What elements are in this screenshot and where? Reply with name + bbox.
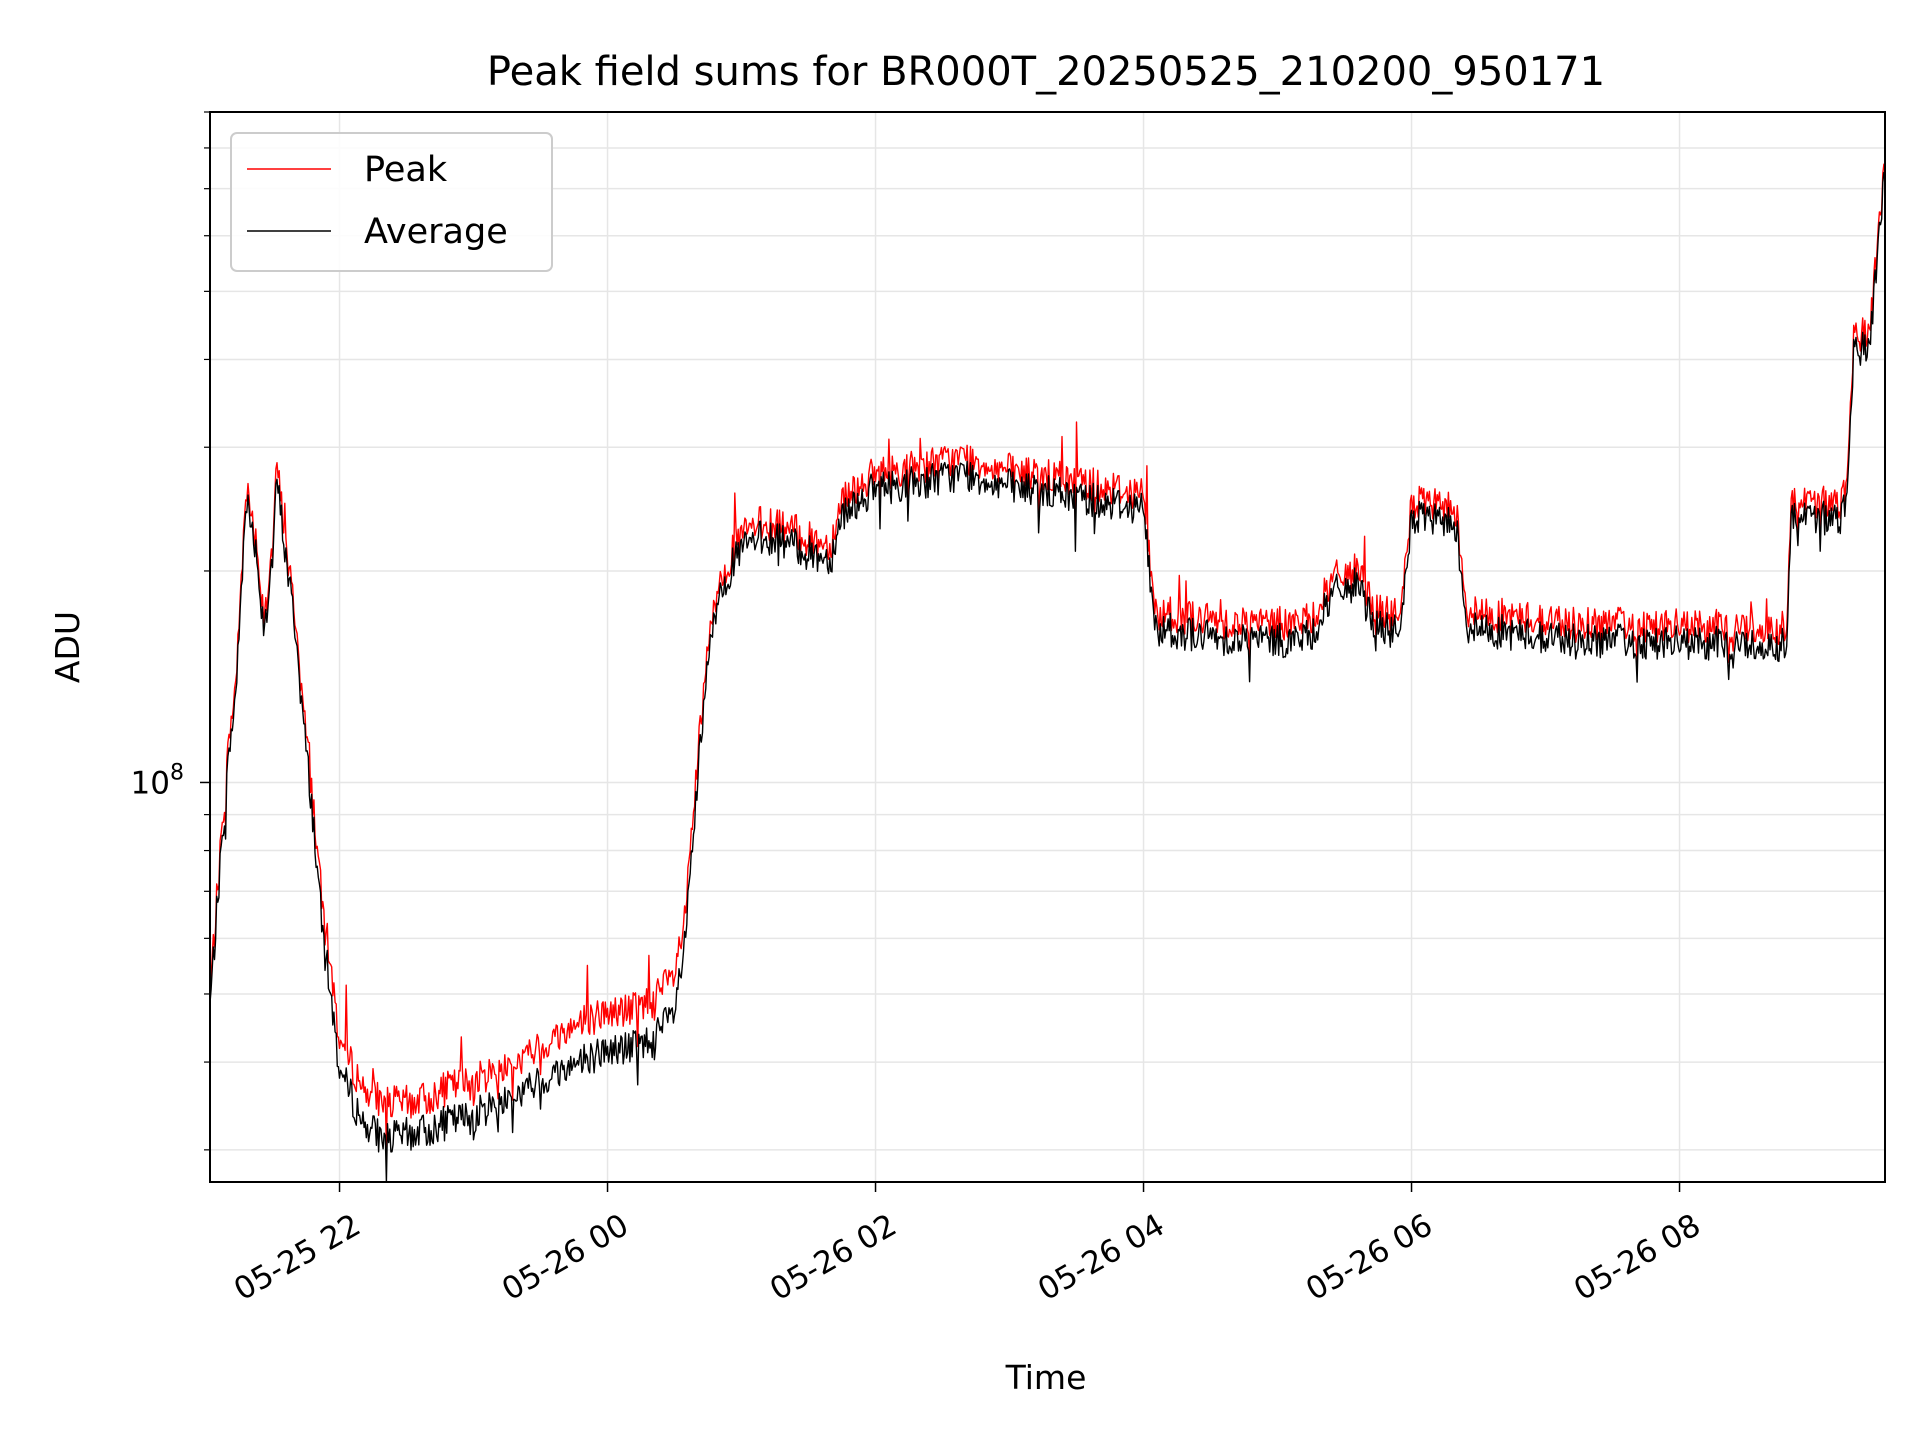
series-lines — [209, 163, 1886, 1183]
series-line-average — [209, 171, 1886, 1183]
y-axis: 108 — [131, 111, 210, 1151]
y-tick-label-base: 10 — [131, 765, 170, 801]
plot-area-border — [209, 111, 1886, 1183]
legend-label-average: Average — [364, 212, 508, 252]
chart-title: Peak field sums for BR000T_20250525_2102… — [487, 49, 1605, 95]
y-tick-label: 108 — [131, 760, 184, 801]
x-axis-label: Time — [1005, 1358, 1087, 1397]
legend-label-peak: Peak — [364, 150, 448, 190]
y-axis-label: ADU — [48, 611, 87, 683]
legend: Peak Average — [230, 132, 553, 272]
legend-frame — [230, 132, 553, 272]
y-tick-label-exponent: 8 — [170, 760, 184, 785]
